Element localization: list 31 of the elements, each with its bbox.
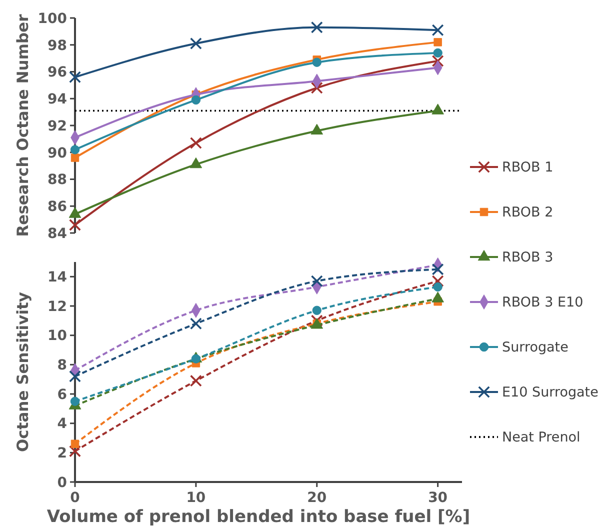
y-axis-title: Research Octane Number	[14, 14, 32, 237]
x-tick-label: 10	[186, 490, 206, 506]
y-tick-label: 88	[48, 172, 67, 188]
legend-label: Surrogate	[502, 340, 568, 356]
y-tick-label: 98	[48, 38, 67, 54]
y-tick-label: 8	[57, 358, 67, 374]
legend-label: RBOB 2	[502, 204, 554, 221]
legend-label: RBOB 1	[502, 160, 554, 176]
y-tick-label: 90	[48, 145, 68, 162]
y-tick-label: 100	[38, 10, 68, 27]
y-tick-label: 14	[48, 270, 68, 286]
y-tick-label: 86	[48, 199, 67, 216]
y-tick-label: 84	[48, 226, 68, 242]
y-tick-label: 12	[48, 298, 67, 315]
y-tick-label: 6	[57, 386, 67, 403]
legend-label: Neat Prenol	[502, 430, 580, 446]
y-tick-label: 0	[57, 474, 68, 491]
legend-label: RBOB 3	[502, 250, 554, 266]
x-tick-label: 30	[428, 490, 448, 506]
y-tick-label: 2	[57, 446, 67, 462]
legend-label: RBOB 3 E10	[502, 294, 584, 311]
y-tick-label: 94	[48, 92, 68, 108]
x-tick-label: 0	[70, 490, 80, 506]
y-tick-label: 10	[48, 328, 68, 344]
y-tick-label: 92	[48, 118, 67, 134]
y-tick-label: 4	[57, 416, 68, 432]
x-tick-label: 20	[307, 490, 327, 506]
x-axis-title: Volume of prenol blended into base fuel [%]	[46, 507, 470, 527]
y-tick-label: 96	[48, 64, 67, 81]
legend-label: E10 Surrogate	[502, 384, 598, 401]
y-axis-title: Octane Sensitivity	[14, 292, 32, 452]
